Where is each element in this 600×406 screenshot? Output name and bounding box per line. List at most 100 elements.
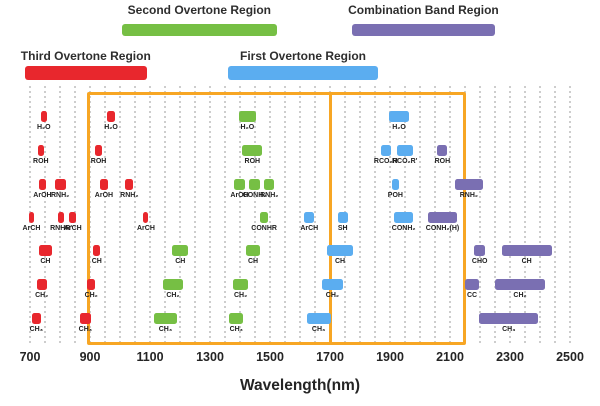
band-label-ArCH: ArCH bbox=[22, 225, 41, 232]
band-label-CH: CH bbox=[247, 258, 259, 265]
band-label-RNH₂: RNH₂ bbox=[260, 192, 279, 199]
gridline-2450nm bbox=[554, 86, 557, 345]
legend-title-first-overtone-region: First Overtone Region bbox=[239, 49, 367, 63]
x-tick-1300: 1300 bbox=[196, 350, 224, 364]
gridline-2000nm bbox=[419, 86, 422, 345]
band-ArCH bbox=[304, 212, 315, 223]
band-label-CH₂: CH₂ bbox=[84, 292, 98, 299]
band-label-ROH: ROH bbox=[244, 158, 261, 165]
legend-bar-third-overtone-region bbox=[24, 66, 147, 80]
band-label-ArCH: ArCH bbox=[136, 225, 155, 232]
band-label-ArOH: ArOH bbox=[94, 192, 114, 199]
gridline-950nm bbox=[104, 86, 107, 345]
gridline-750nm bbox=[44, 86, 47, 345]
band-ArOH bbox=[234, 179, 246, 190]
legend-title-second-overtone-region: Second Overtone Region bbox=[127, 3, 272, 17]
gridline-2200nm bbox=[479, 86, 482, 345]
band-label-CH: CH bbox=[175, 258, 186, 265]
gridline-1250nm bbox=[194, 86, 197, 345]
band-label-CH₃: CH₃ bbox=[502, 326, 516, 333]
band-H₂O bbox=[40, 111, 48, 122]
band-CH₃ bbox=[80, 313, 91, 324]
band-ArCH bbox=[143, 212, 149, 223]
band-ArOH bbox=[99, 179, 109, 190]
gridline-2300nm bbox=[509, 86, 512, 345]
band-label-RCO₂R': RCO₂R' bbox=[391, 158, 418, 165]
band-label-ROH: ROH bbox=[33, 158, 49, 165]
gridline-2400nm bbox=[539, 86, 542, 345]
gridline-1200nm bbox=[179, 86, 182, 345]
x-tick-700: 700 bbox=[19, 350, 41, 364]
band-CH bbox=[172, 245, 189, 256]
band-SH bbox=[337, 212, 348, 223]
gridline-1500nm bbox=[269, 86, 272, 345]
band-label-H₂O: H₂O bbox=[36, 124, 51, 131]
band-CH₃ bbox=[306, 313, 331, 324]
band-CH₂ bbox=[233, 279, 248, 290]
x-tick-1900: 1900 bbox=[376, 350, 404, 364]
band-CH bbox=[246, 245, 261, 256]
x-tick-1100: 1100 bbox=[136, 350, 164, 364]
band-label-H₂O: H₂O bbox=[240, 124, 255, 131]
band-H₂O bbox=[239, 111, 256, 122]
x-tick-1700: 1700 bbox=[316, 350, 344, 364]
band-label-ArCH: ArCH bbox=[63, 225, 82, 232]
band-label-CH₃: CH₃ bbox=[78, 326, 93, 333]
legend-bar-combination-band-region bbox=[352, 24, 495, 36]
band-label-SH: SH bbox=[337, 225, 348, 232]
gridline-1300nm bbox=[209, 86, 212, 345]
band-CH₂ bbox=[87, 279, 96, 290]
legend-title-combination-band-region: Combination Band Region bbox=[348, 3, 499, 17]
band-label-POH: POH bbox=[387, 192, 403, 199]
gridline-1050nm bbox=[134, 86, 137, 345]
band-CH₃ bbox=[229, 313, 244, 324]
band-label-CONHR: CONHR bbox=[251, 225, 277, 232]
x-tick-2500: 2500 bbox=[556, 350, 584, 364]
band-RNH₂ bbox=[264, 179, 275, 190]
band-label-ROH: ROH bbox=[434, 158, 451, 165]
band-label-RNHR': RNHR' bbox=[50, 225, 72, 232]
band-CH bbox=[326, 245, 354, 256]
gridline-1550nm bbox=[284, 86, 287, 345]
band-label-CH₂: CH₂ bbox=[513, 292, 527, 299]
band-label-CH: CH bbox=[521, 258, 532, 265]
band-CH bbox=[501, 245, 552, 256]
overtone-box-divider bbox=[328, 92, 332, 345]
legend-title-third-overtone-region: Third Overtone Region bbox=[20, 49, 151, 63]
band-ArCH bbox=[29, 212, 34, 223]
band-CH bbox=[39, 245, 52, 256]
gridline-1900nm bbox=[389, 86, 392, 345]
legend-bar-first-overtone-region bbox=[228, 66, 378, 80]
band-label-RCO₂H: RCO₂H bbox=[373, 158, 398, 165]
band-POH bbox=[391, 179, 399, 190]
overtone-highlight-box bbox=[86, 92, 466, 345]
x-tick-900: 900 bbox=[79, 350, 101, 364]
band-CHO bbox=[474, 245, 486, 256]
gridline-1000nm bbox=[119, 86, 122, 345]
band-CONH₂ bbox=[393, 212, 414, 223]
x-tick-2100: 2100 bbox=[436, 350, 464, 364]
band-ArCH bbox=[69, 212, 77, 223]
band-RNH₂ bbox=[125, 179, 134, 190]
band-label-CH₂: CH₂ bbox=[325, 292, 339, 299]
band-RNHR' bbox=[57, 212, 65, 223]
band-RCO₂R' bbox=[396, 145, 413, 156]
band-CONHR bbox=[260, 212, 269, 223]
band-label-RNH₂: RNH₂ bbox=[120, 192, 139, 199]
band-label-CH₂: CH₂ bbox=[233, 292, 248, 299]
band-CH₂ bbox=[321, 279, 344, 290]
band-label-ArCH: ArCH bbox=[300, 225, 319, 232]
band-ROH bbox=[242, 145, 263, 156]
x-tick-2300: 2300 bbox=[496, 350, 524, 364]
band-label-CH₃: CH₃ bbox=[229, 326, 243, 333]
gridline-1850nm bbox=[374, 86, 377, 345]
band-label-ArOH: ArOH bbox=[230, 192, 249, 199]
band-CH₃ bbox=[31, 313, 41, 324]
band-label-ROH: ROH bbox=[90, 158, 107, 165]
band-CH₂ bbox=[36, 279, 47, 290]
band-label-CH₂: CH₂ bbox=[35, 292, 49, 299]
band-CC bbox=[465, 279, 480, 290]
band-label-CONH₂(H): CONH₂(H) bbox=[425, 225, 460, 232]
band-CONH₂(H) bbox=[428, 212, 457, 223]
